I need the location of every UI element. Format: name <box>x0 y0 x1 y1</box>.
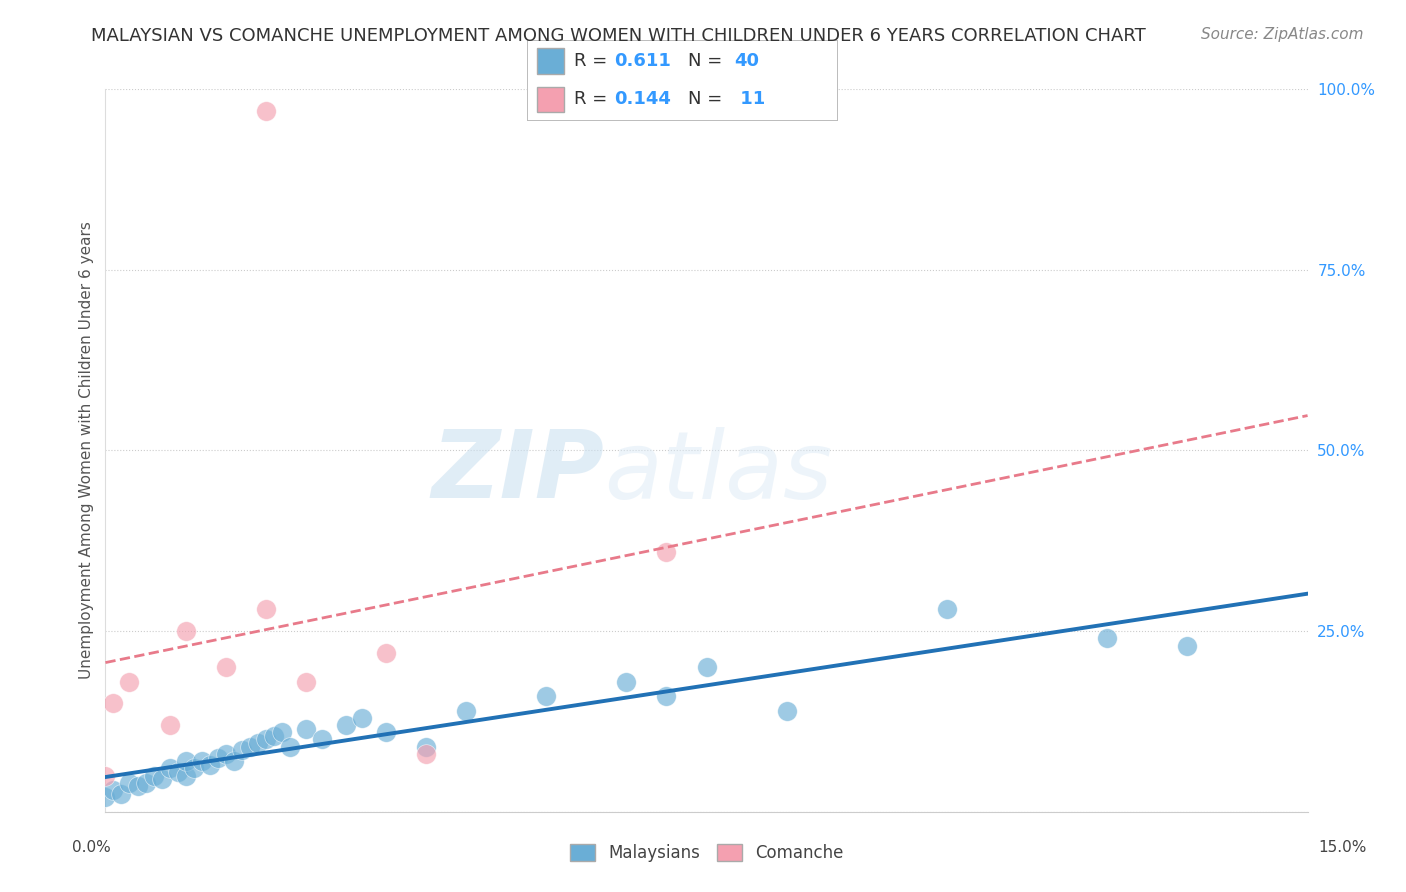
Point <box>696 660 718 674</box>
Point <box>655 689 678 703</box>
Text: 0.144: 0.144 <box>614 90 671 108</box>
Point <box>174 769 197 783</box>
Point <box>231 743 253 757</box>
Point <box>1177 639 1199 653</box>
Point <box>174 624 197 639</box>
Point <box>166 764 188 779</box>
Point <box>214 747 236 761</box>
Text: MALAYSIAN VS COMANCHE UNEMPLOYMENT AMONG WOMEN WITH CHILDREN UNDER 6 YEARS CORRE: MALAYSIAN VS COMANCHE UNEMPLOYMENT AMONG… <box>91 27 1146 45</box>
Point <box>103 783 125 797</box>
FancyBboxPatch shape <box>537 87 564 112</box>
Text: N =: N = <box>688 52 728 70</box>
Point <box>374 646 398 660</box>
Point <box>295 674 318 689</box>
Text: Source: ZipAtlas.com: Source: ZipAtlas.com <box>1201 27 1364 42</box>
Point <box>118 674 141 689</box>
Text: 40: 40 <box>734 52 759 70</box>
Text: N =: N = <box>688 90 728 108</box>
Point <box>94 790 117 805</box>
Point <box>239 739 262 754</box>
Point <box>150 772 173 787</box>
Text: R =: R = <box>574 90 613 108</box>
Point <box>655 544 678 558</box>
Y-axis label: Unemployment Among Women with Children Under 6 years: Unemployment Among Women with Children U… <box>79 221 94 680</box>
Point <box>246 736 269 750</box>
Point <box>254 103 277 118</box>
Point <box>415 747 437 761</box>
Text: R =: R = <box>574 52 613 70</box>
Point <box>110 787 132 801</box>
Point <box>936 602 959 616</box>
Point <box>335 718 357 732</box>
Point <box>311 732 333 747</box>
Point <box>263 729 285 743</box>
Point <box>270 725 292 739</box>
Point <box>135 776 157 790</box>
Point <box>142 769 165 783</box>
Point <box>776 704 799 718</box>
Point <box>374 725 398 739</box>
Point <box>616 674 638 689</box>
Point <box>254 602 277 616</box>
Point <box>1097 632 1119 646</box>
Text: 15.0%: 15.0% <box>1319 840 1367 855</box>
Point <box>536 689 558 703</box>
Point <box>159 718 181 732</box>
Text: ZIP: ZIP <box>432 426 605 518</box>
Point <box>214 660 236 674</box>
Point <box>456 704 478 718</box>
Text: 0.611: 0.611 <box>614 52 671 70</box>
Text: 0.0%: 0.0% <box>72 840 111 855</box>
Legend: Malaysians, Comanche: Malaysians, Comanche <box>562 837 851 869</box>
Point <box>174 754 197 768</box>
Point <box>127 780 149 794</box>
Point <box>207 750 229 764</box>
Point <box>198 757 221 772</box>
Point <box>278 739 301 754</box>
Point <box>94 769 117 783</box>
Point <box>222 754 245 768</box>
Text: atlas: atlas <box>605 426 832 517</box>
Point <box>350 711 373 725</box>
Text: 11: 11 <box>734 90 766 108</box>
Point <box>254 732 277 747</box>
Point <box>159 761 181 775</box>
Point <box>183 761 205 775</box>
Point <box>415 739 437 754</box>
Point <box>103 696 125 710</box>
Point <box>295 722 318 736</box>
Point <box>190 754 212 768</box>
FancyBboxPatch shape <box>537 48 564 74</box>
Point <box>118 776 141 790</box>
